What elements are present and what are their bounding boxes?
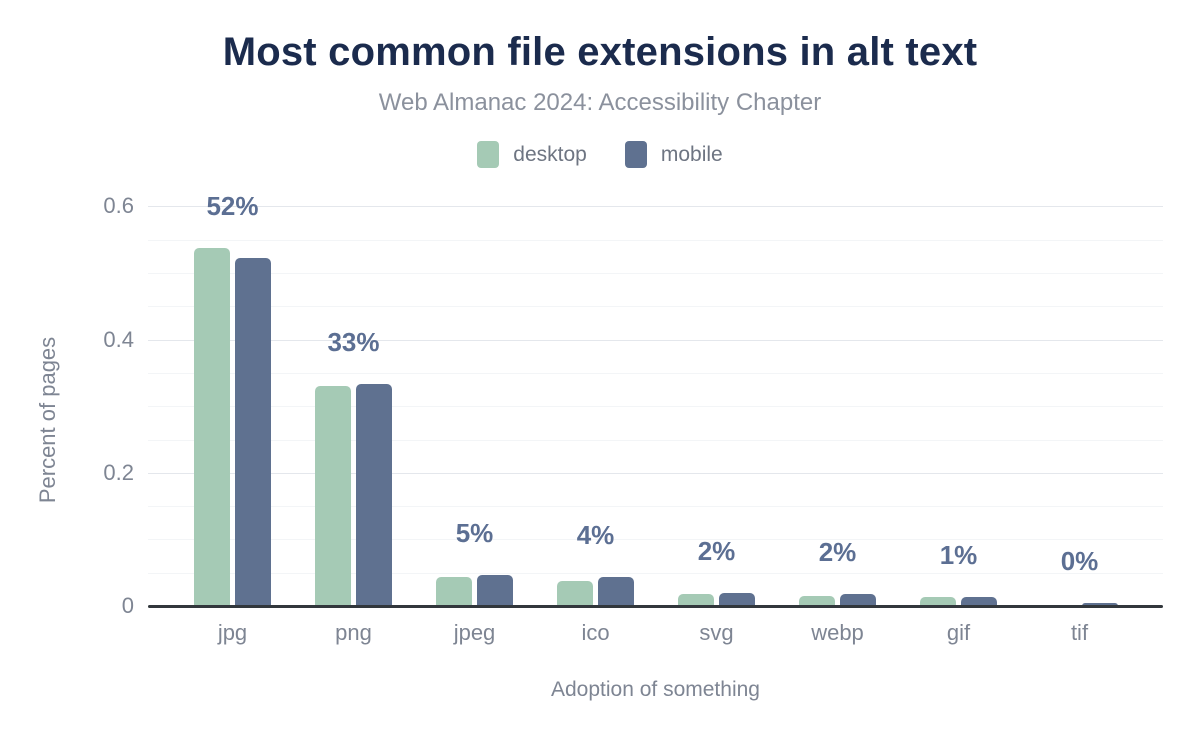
gridline-minor [148,506,1163,508]
gridline-major [148,472,1163,474]
bar-value-label-png: 33% [327,327,380,357]
gridline-minor [148,372,1163,374]
bar-mobile-tif [1082,603,1118,606]
bar-mobile-gif [961,597,997,606]
y-tick-label: 0.6 [103,193,134,219]
legend-label: desktop [513,142,587,166]
bar-mobile-png [356,384,392,606]
y-tick-label: 0 [121,593,134,618]
y-tick-label: 0.4 [103,326,134,352]
bar-value-label-jpg: 52% [206,191,259,221]
bar-mobile-jpeg [477,575,513,606]
y-axis-title: Percent of pages [35,336,60,504]
bar-desktop-jpeg [436,577,472,606]
legend-item-mobile: mobile [624,141,723,168]
x-axis-line [148,605,1163,608]
bar-desktop-svg [678,594,714,606]
legend-swatch-mobile [624,141,647,168]
bar-value-label-tif: 0% [1060,546,1099,576]
gridline-major [148,339,1163,341]
bar-value-label-ico: 4% [576,520,615,550]
chart-subtitle: Web Almanac 2024: Accessibility Chapter [378,89,822,116]
y-tick-label: 0.2 [103,459,134,485]
bar-desktop-webp [799,596,835,606]
x-axis-title: Adoption of something [551,678,760,701]
gridline-major [148,206,1163,208]
bar-value-label-svg: 2% [697,536,736,566]
gridline-minor [148,273,1163,274]
chart-title: Most common file extensions in alt text [222,30,978,74]
x-tick-label-gif: gif [946,620,971,645]
legend: desktop mobile [0,141,1200,168]
gridline-minor [148,572,1163,574]
gridline-minor [148,406,1163,408]
x-tick-label-png: png [335,620,372,645]
x-tick-label-ico: ico [581,620,610,645]
gridline-minor [148,306,1163,308]
gridline-minor [148,239,1163,241]
x-tick-label-tif: tif [1070,620,1089,645]
x-tick-label-webp: webp [811,620,864,645]
gridline-minor [148,539,1163,541]
bar-mobile-svg [719,593,755,606]
bar-mobile-ico [598,577,634,606]
bar-desktop-gif [920,597,956,606]
bar-desktop-jpg [194,248,230,606]
bar-mobile-jpg [235,258,271,606]
legend-item-desktop: desktop [477,141,587,168]
bar-mobile-webp [840,594,876,606]
gridline-minor [148,439,1163,441]
bar-value-label-webp: 2% [818,537,857,567]
bar-value-label-gif: 1% [939,540,978,570]
x-tick-label-svg: svg [699,620,734,645]
x-tick-label-jpeg: jpeg [453,620,496,645]
bar-desktop-png [315,386,351,606]
x-tick-label-jpg: jpg [217,620,248,645]
legend-label: mobile [660,142,723,166]
bar-value-label-jpeg: 5% [455,518,494,548]
bar-desktop-ico [557,581,593,606]
legend-swatch-desktop [477,141,500,168]
